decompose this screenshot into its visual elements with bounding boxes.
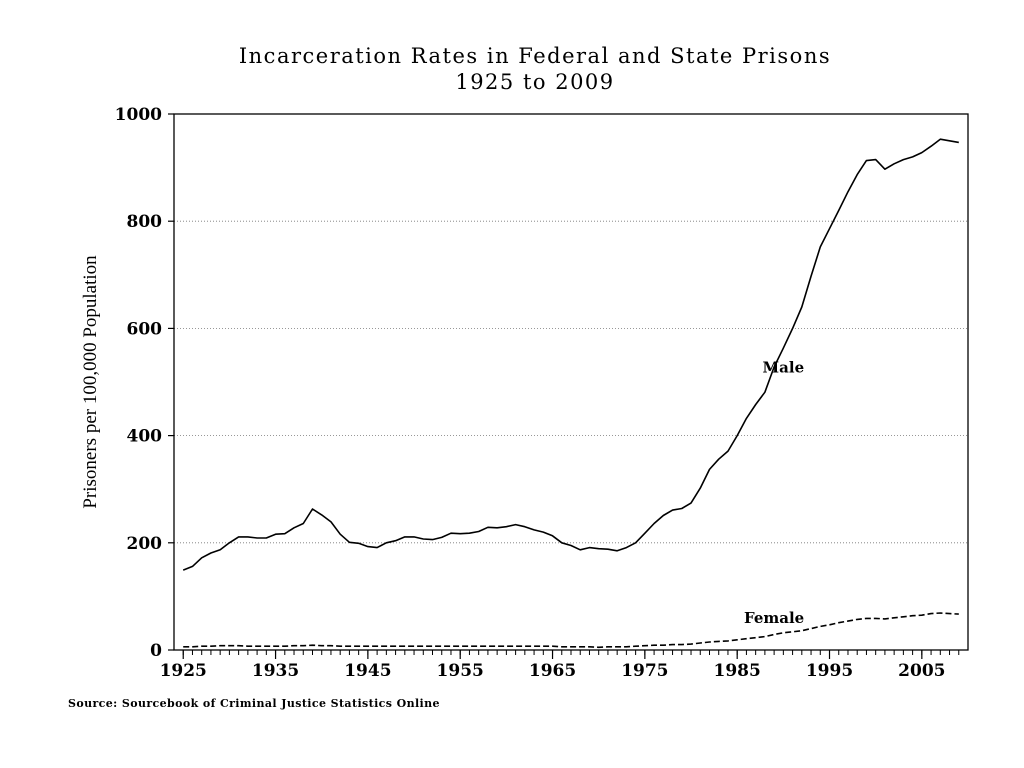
x-tick-label: 1995 [806,661,853,681]
x-tick-label: 1925 [160,661,207,681]
plot-frame [173,113,969,651]
series-line-female [183,612,959,649]
source-note: Source: Sourcebook of Criminal Justice S… [68,697,440,710]
y-axis: 0 200 400 600 800 1000 [115,105,174,661]
y-tick-label: 800 [127,212,163,232]
chart-title: Incarceration Rates in Federal and State… [238,44,832,68]
x-tick-label: 1935 [252,661,299,681]
y-tick-label: 200 [127,534,163,554]
series-line-male [182,138,959,571]
x-tick-label: 1955 [437,661,484,681]
annotation-male: Male [763,358,805,376]
x-tick-label: 1945 [344,661,391,681]
x-axis: 1925 1935 1945 1955 1965 1975 1985 1995 2005 [160,650,960,681]
y-tick-label: 0 [150,641,162,661]
y-tick-label: 600 [127,319,163,339]
x-tick-label: 1965 [529,661,576,681]
x-tick-label: 1975 [621,661,668,681]
y-tick-label: 1000 [115,105,162,125]
y-axis-label: Prisoners per 100,000 Population [80,255,101,509]
x-tick-label: 2005 [898,661,945,681]
annotations: Male Female [744,358,804,627]
chart-subtitle: 1925 to 2009 [455,70,615,94]
series-lines [182,138,959,649]
gridlines [174,220,968,544]
x-tick-label: 1985 [714,661,761,681]
y-tick-label: 400 [127,427,163,447]
annotation-female: Female [744,609,804,627]
